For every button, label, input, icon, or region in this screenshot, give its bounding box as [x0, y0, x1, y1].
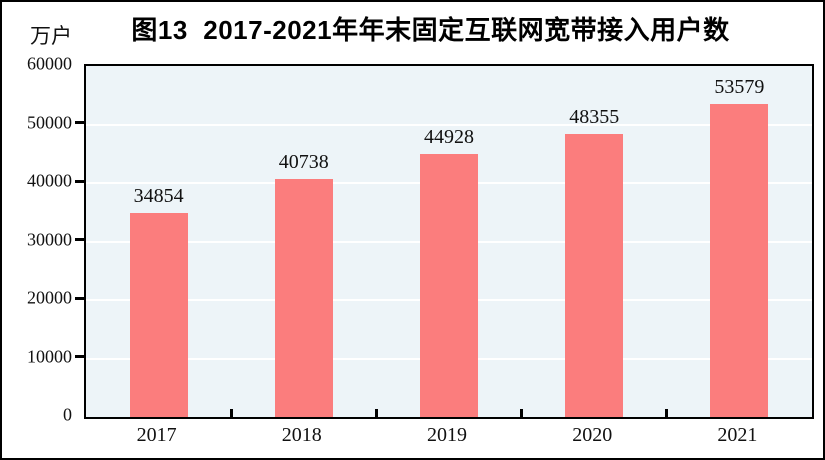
- y-axis-tick: [75, 238, 84, 241]
- bar-2020: [565, 134, 624, 417]
- x-axis-tick: [374, 409, 378, 417]
- bar-2019: [420, 154, 478, 417]
- y-axis-tick-label-50000: 50000: [27, 112, 72, 132]
- bar-value-label-2021: 53579: [714, 75, 765, 98]
- x-axis-tick: [665, 409, 669, 417]
- y-axis-tick: [75, 355, 84, 358]
- y-axis-tick: [75, 296, 84, 300]
- y-axis-tick-label-10000: 10000: [27, 346, 72, 366]
- x-axis-tick-label-2017: 2017: [136, 424, 177, 446]
- bar-value-label-2017: 34854: [133, 185, 184, 208]
- y-axis-tick-label-40000: 40000: [27, 170, 72, 191]
- bar-value-label-2019: 44928: [424, 126, 474, 149]
- plot-area: 34854 40738 44928 48355 53579: [84, 64, 814, 419]
- bar-2018: [274, 178, 333, 417]
- chart-title: 图13 2017-2021年年末固定互联网宽带接入用户数: [131, 15, 730, 45]
- bar-2021: [710, 103, 769, 417]
- y-axis-tick: [75, 179, 84, 183]
- x-axis-tick-label-2021: 2021: [717, 424, 758, 446]
- gridline-50000: [86, 123, 812, 126]
- y-axis-tick-label-0: 0: [63, 404, 72, 425]
- x-axis-tick-label-2019: 2019: [427, 424, 467, 446]
- x-axis-tick-label-2018: 2018: [281, 424, 322, 446]
- x-axis-tick-label-2020: 2020: [572, 424, 613, 446]
- x-axis-tick: [520, 409, 524, 417]
- y-axis-tick-label-60000: 60000: [27, 53, 72, 74]
- bar-value-label-2018: 40738: [278, 150, 329, 173]
- bar-2017: [129, 213, 188, 417]
- y-axis-tick: [75, 121, 84, 124]
- y-axis-tick-label-20000: 20000: [27, 287, 72, 308]
- y-axis-unit-label: 万户: [30, 24, 72, 48]
- x-axis-tick: [229, 409, 233, 417]
- y-axis-tick-label-30000: 30000: [27, 229, 72, 249]
- bar-value-label-2020: 48355: [569, 106, 620, 129]
